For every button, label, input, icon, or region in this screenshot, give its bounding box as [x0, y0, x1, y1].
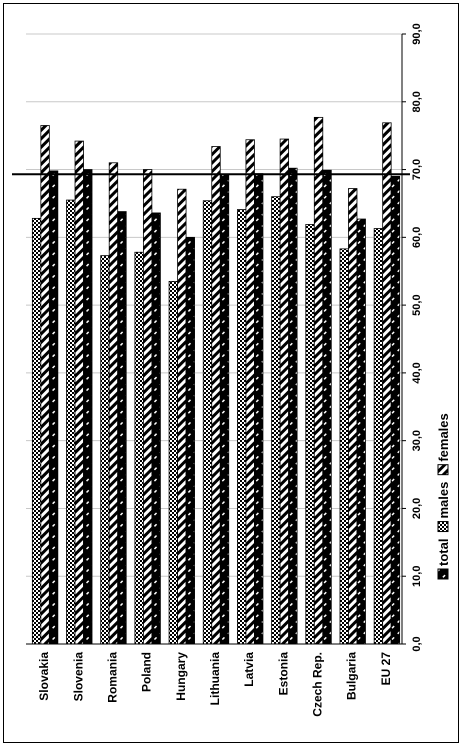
bar-total	[288, 167, 298, 645]
chart-frame: 0,0 10,0 20,0 30,0 40,0 50,0 60,0 70,0 80,0 90,0 …	[3, 3, 459, 743]
value-axis	[26, 33, 406, 645]
bar-females	[279, 138, 290, 645]
bar-females	[245, 139, 255, 645]
category-label: Slovenia	[71, 652, 85, 702]
tick-label: 70,0	[411, 159, 423, 180]
category-labels: Slovakia Slovenia Romania Poland Hungary Lith…	[37, 652, 393, 717]
bars	[31, 116, 401, 645]
legend-label-males: males	[436, 482, 451, 519]
bar-males	[373, 228, 384, 645]
legend-swatch-males	[437, 521, 449, 533]
bar-females	[142, 169, 153, 645]
tick-label: 10,0	[411, 566, 423, 587]
bar-chart: 0,010,020,030,040,050,060,070,080,090,0 …	[12, 23, 451, 717]
tick-label: 80,0	[411, 91, 423, 112]
category-label: Slovakia	[37, 652, 51, 701]
tick-label: 40,0	[411, 362, 423, 383]
bar-females	[74, 140, 84, 645]
bar-total	[151, 212, 161, 645]
legend: total males females	[436, 413, 451, 580]
bar-total	[254, 173, 264, 645]
bar-males	[100, 255, 110, 645]
bar-males	[305, 224, 315, 645]
category-label: Estonia	[276, 652, 290, 696]
tick-label: 20,0	[411, 498, 423, 519]
tick-label: 50,0	[411, 294, 423, 315]
bar-males	[202, 200, 213, 645]
category-label: Czech Rep.	[311, 652, 325, 717]
bar-males	[134, 251, 144, 645]
category-label: Poland	[140, 652, 154, 692]
tick-label: 30,0	[411, 430, 423, 451]
bar-females	[211, 146, 221, 645]
bar-total	[83, 169, 93, 645]
legend-swatch-females	[437, 464, 449, 476]
legend-swatch-total	[437, 568, 449, 580]
tick-label: 60,0	[411, 227, 423, 248]
bar-females	[313, 116, 324, 645]
legend-label-females: females	[436, 413, 451, 461]
bar-males	[66, 199, 76, 645]
category-label: EU 27	[379, 652, 393, 686]
tick-label: 90,0	[411, 23, 423, 44]
bar-females	[348, 188, 358, 645]
bar-total	[219, 173, 230, 645]
category-label: Romania	[105, 652, 119, 703]
bar-total	[356, 218, 366, 645]
category-label: Latvia	[242, 652, 256, 687]
category-label: Hungary	[174, 652, 188, 701]
bar-males	[168, 280, 178, 645]
bar-males	[31, 217, 42, 645]
bar-total	[322, 169, 332, 645]
legend-label-total: total	[436, 539, 451, 566]
tick-label: 0,0	[411, 636, 423, 651]
bar-females	[108, 162, 119, 645]
bar-females	[382, 122, 392, 645]
bar-total	[117, 211, 127, 645]
bar-females	[177, 188, 187, 645]
bar-total	[390, 175, 401, 645]
category-label: Bulgaria	[345, 652, 359, 700]
bar-males	[271, 196, 281, 645]
bar-females	[40, 125, 50, 645]
tick-labels: 0,0 10,0 20,0 30,0 40,0 50,0 60,0 70,0 80,0 90,0	[411, 23, 423, 651]
bar-total	[185, 236, 195, 645]
category-label: Lithuania	[208, 652, 222, 706]
bar-males	[237, 209, 247, 645]
bar-total	[48, 170, 59, 645]
bar-males	[339, 248, 349, 645]
